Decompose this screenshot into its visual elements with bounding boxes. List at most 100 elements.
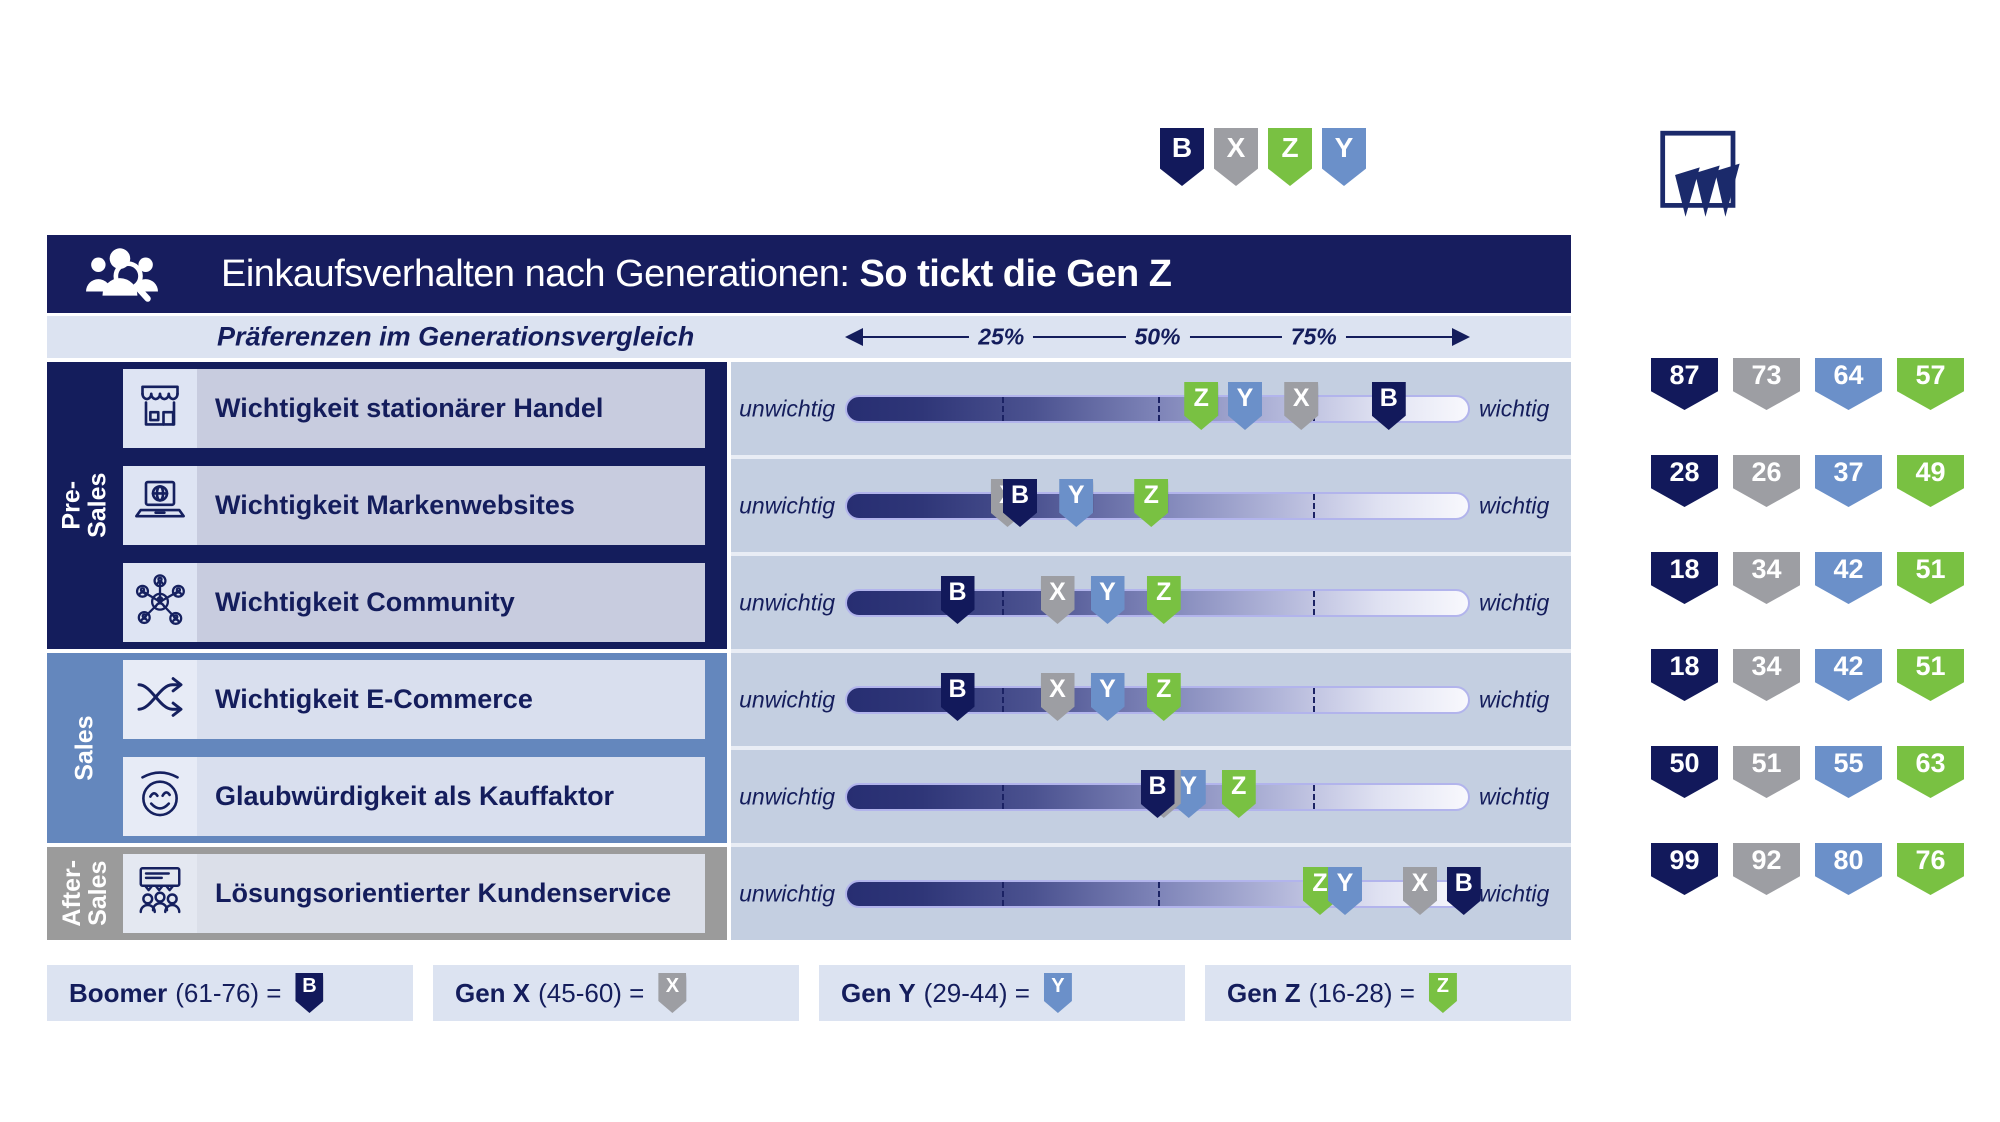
community-icon [132, 572, 188, 633]
group-cards: Wichtigkeit E-Commerce Glaubwürdigkeit al… [123, 653, 727, 843]
slider-tick-25 [1002, 590, 1005, 615]
legend-name: Boomer [69, 977, 168, 1008]
slider-min-label: unwichtig [739, 492, 835, 518]
row-icon-tile [123, 563, 197, 642]
slider-max-label: wichtig [1479, 783, 1550, 809]
score-badge-b: 18 [1651, 649, 1718, 701]
service-icon [132, 863, 188, 924]
slider-min-label: unwichtig [739, 589, 835, 615]
generation-marker-b: B [1371, 382, 1406, 430]
generation-marker-x: X [1284, 382, 1319, 430]
group-label-line: Sales [84, 472, 112, 539]
legend: Boomer (61-76) = B Gen X (45-60) = X Gen Y (29-… [47, 965, 1571, 1021]
sliders-panel: unwichtigwichtigZYXBunwichtigwichtigZYXB… [731, 362, 1571, 940]
group-block-aftersales: After- Sales Lösungsorientierter Kundenser… [47, 847, 727, 940]
score-badge-y: 42 [1815, 552, 1882, 604]
slider-max-label: wichtig [1479, 395, 1550, 421]
generation-marker-z: Z [1221, 770, 1256, 818]
score-badge-y: 64 [1815, 358, 1882, 410]
score-badge-b: 28 [1651, 455, 1718, 507]
slider-track [845, 394, 1470, 423]
legend-name: Gen Z [1227, 977, 1301, 1008]
generation-marker-z: Z [1146, 673, 1181, 721]
slider-tick-75 [1312, 687, 1315, 712]
group-block-presales: Pre- Sales Wichtigkeit stationärer Handel W… [47, 362, 727, 649]
group-cards: Wichtigkeit stationärer Handel Wichtigkei… [123, 362, 727, 649]
row-label: Wichtigkeit stationärer Handel [215, 393, 604, 423]
row-icon-tile [123, 757, 197, 836]
legend-range: (16-28) = [1308, 977, 1415, 1008]
page-title-regular: Einkaufsverhalten nach Generationen: [221, 252, 850, 295]
slider-tick-25 [1002, 784, 1005, 809]
page-title: Einkaufsverhalten nach Generationen: So … [221, 252, 1172, 296]
generation-badge-z: Z [1268, 128, 1312, 186]
row-card: Wichtigkeit Community [123, 563, 705, 642]
legend-item-x: Gen X (45-60) = X [433, 965, 799, 1021]
row-icon-tile [123, 660, 197, 739]
group-label: Sales [71, 715, 99, 780]
axis-tick-label: 50% [1125, 323, 1190, 351]
group-strip: Sales [47, 653, 123, 843]
axis-arrow-right-icon [1452, 328, 1470, 346]
slider-max-label: wichtig [1479, 589, 1550, 615]
row-card: Wichtigkeit Markenwebsites [123, 466, 705, 545]
legend-item-b: Boomer (61-76) = B [47, 965, 413, 1021]
slider-max-label: wichtig [1479, 492, 1550, 518]
subtitle: Präferenzen im Generationsvergleich [217, 321, 695, 352]
legend-range: (61-76) = [175, 977, 282, 1008]
slider-min-label: unwichtig [739, 880, 835, 906]
score-badge-z: 76 [1897, 843, 1964, 895]
group-block-sales: Sales Wichtigkeit E-Commerce Glaubwürdigke… [47, 653, 727, 843]
row-card: Wichtigkeit E-Commerce [123, 660, 705, 739]
score-badge-x: 73 [1733, 358, 1800, 410]
row-icon-tile [123, 369, 197, 448]
score-badge-z: 57 [1897, 358, 1964, 410]
row-label: Glaubwürdigkeit als Kauffaktor [215, 781, 615, 811]
row-card: Glaubwürdigkeit als Kauffaktor [123, 757, 705, 836]
generation-badge-b: B [1160, 128, 1204, 186]
generation-marker-b: B [1446, 867, 1481, 915]
page-title-bold: So tickt die Gen Z [849, 252, 1172, 295]
chart-header: Einkaufsverhalten nach Generationen: So … [47, 235, 1571, 313]
slider-tick-25 [1002, 881, 1005, 906]
generation-marker-y: Y [1090, 576, 1125, 624]
slider-tick-75 [1312, 590, 1315, 615]
axis-arrow-left-icon [845, 328, 863, 346]
slider-tick-25 [1002, 396, 1005, 421]
generation-marker-x: X [1403, 867, 1437, 915]
score-badge-x: 34 [1733, 552, 1800, 604]
smiley-icon [132, 766, 188, 827]
group-label-line: Sales [83, 860, 112, 927]
score-badge-x: 34 [1733, 649, 1800, 701]
slider-tick-75 [1312, 493, 1315, 518]
sub-header: Präferenzen im Generationsvergleich 25% 5… [47, 316, 1571, 358]
row-label: Lösungsorientierter Kundenservice [215, 878, 672, 908]
score-badge-y: 37 [1815, 455, 1882, 507]
group-label-line: Pre- [57, 481, 86, 530]
row-card: Wichtigkeit stationärer Handel [123, 369, 705, 448]
axis-tick-label: 25% [969, 323, 1034, 351]
slider-tick-50 [1157, 396, 1160, 421]
store-icon [132, 378, 188, 439]
legend-name: Gen X [455, 977, 531, 1008]
score-badge-z: 63 [1897, 746, 1964, 798]
slider-max-label: wichtig [1479, 686, 1550, 712]
slider-min-label: unwichtig [739, 395, 835, 421]
group-label: After- Sales [57, 860, 112, 927]
group-cards: Lösungsorientierter Kundenservice [123, 847, 727, 940]
score-badge-x: 26 [1733, 455, 1800, 507]
group-label-line: After- [57, 860, 86, 927]
score-badge-x: 92 [1733, 843, 1800, 895]
score-badge-z: 51 [1897, 552, 1964, 604]
brand-logo-icon [1660, 130, 1740, 217]
legend-name: Gen Y [841, 977, 916, 1008]
row-icon-tile [123, 854, 197, 933]
category-panel: Pre- Sales Wichtigkeit stationärer Handel W… [47, 362, 727, 940]
legend-badge-b: B [295, 973, 324, 1013]
